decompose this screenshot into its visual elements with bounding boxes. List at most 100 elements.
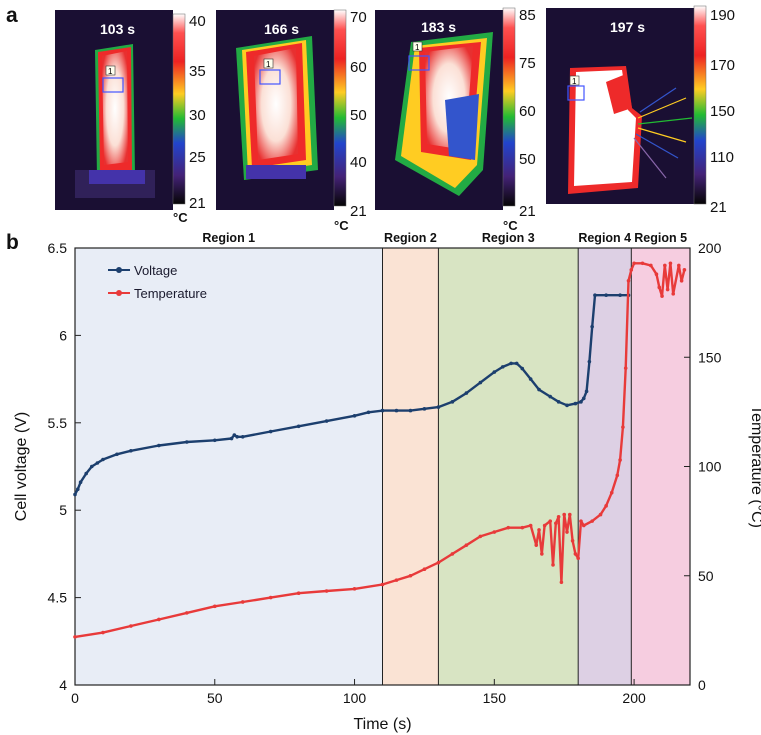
y-tick-label-4: 6	[59, 327, 67, 343]
series-point-voltage	[75, 487, 80, 492]
series-point-voltage	[573, 401, 578, 406]
series-point-voltage	[478, 380, 483, 385]
series-point-temperature	[212, 604, 217, 609]
marker-label-3: 1	[415, 43, 420, 52]
series-point-voltage	[436, 405, 441, 409]
region-band-1	[75, 248, 383, 685]
series-point-temperature	[626, 278, 631, 283]
series-point-temperature	[668, 261, 673, 266]
legend-marker-temperature	[116, 290, 122, 296]
chart-b: Region 1 Region 2 Region 3 Region 4 Region 5…	[13, 231, 761, 733]
region-label-5: Region 5	[634, 231, 687, 245]
series-point-temperature	[682, 268, 687, 272]
series-point-voltage	[593, 293, 597, 297]
series-point-temperature	[296, 591, 301, 596]
series-point-voltage	[464, 391, 469, 395]
series-point-voltage	[604, 293, 608, 297]
series-point-voltage	[366, 410, 371, 415]
thermal-image-4: 1 197 s	[546, 8, 694, 204]
y2-axis-title: Temperature (°C)	[748, 405, 761, 528]
series-point-temperature	[677, 263, 681, 268]
series-point-temperature	[422, 567, 427, 571]
series-point-temperature	[528, 523, 533, 528]
colorbar-3-tick-0: 85	[519, 7, 536, 24]
series-point-temperature	[615, 473, 620, 478]
series-point-voltage	[584, 389, 589, 394]
colorbar-1-unit: °C	[173, 210, 188, 225]
colorbar-4-tick-1: 170	[710, 57, 735, 74]
legend-marker-voltage	[116, 267, 122, 273]
series-point-temperature	[679, 278, 684, 283]
series-point-voltage	[581, 396, 586, 401]
legend-label-temperature: Temperature	[134, 286, 207, 301]
series-point-voltage	[324, 419, 329, 423]
colorbar-1-tick-3: 25	[189, 149, 206, 166]
series-point-voltage	[296, 424, 301, 429]
series-point-temperature	[551, 563, 555, 567]
y-tick-label-0: 4	[59, 677, 67, 693]
series-point-voltage	[235, 434, 239, 439]
series-point-voltage	[556, 400, 561, 404]
series-point-temperature	[537, 528, 541, 532]
series-point-temperature	[604, 504, 608, 508]
series-point-temperature	[540, 552, 544, 556]
series-point-voltage	[565, 403, 569, 408]
series-point-temperature	[559, 580, 564, 585]
series-point-voltage	[579, 400, 583, 404]
marker-label-1: 1	[108, 67, 113, 76]
x-tick-label-4: 200	[622, 690, 646, 706]
colorbar-3-tick-3: 50	[519, 151, 536, 168]
series-point-temperature	[618, 458, 622, 462]
series-point-voltage	[157, 443, 161, 448]
series-point-temperature	[436, 560, 441, 565]
series-point-temperature	[506, 525, 511, 530]
colorbar-2-tick-4: 21	[350, 203, 367, 220]
series-point-voltage	[394, 408, 399, 413]
series-point-temperature	[562, 512, 567, 517]
region-band-4	[578, 248, 632, 685]
y2-tick-label-0: 0	[698, 677, 706, 693]
series-point-voltage	[101, 457, 105, 462]
series-point-temperature	[464, 543, 469, 547]
marker-label-2: 1	[266, 60, 271, 69]
y-tick-label-2: 5	[59, 502, 67, 518]
y2-tick-label-2: 100	[698, 459, 722, 475]
x-axis-title: Time (s)	[353, 716, 411, 733]
series-point-temperature	[609, 490, 614, 495]
region-label-3: Region 3	[482, 231, 535, 245]
series-point-temperature	[576, 556, 580, 561]
series-point-temperature	[129, 624, 133, 628]
region-label-2: Region 2	[384, 231, 437, 245]
x-tick-label-2: 100	[343, 690, 367, 706]
colorbar-2-tick-3: 40	[350, 154, 367, 171]
series-point-voltage	[528, 377, 533, 381]
colorbar-2-tick-1: 60	[350, 59, 367, 76]
series-point-voltage	[84, 471, 88, 476]
thermal-image-1: 1 103 s	[55, 10, 173, 210]
series-point-temperature	[663, 263, 667, 268]
series-point-temperature	[671, 292, 676, 296]
colorbar-1-tick-2: 30	[189, 107, 206, 124]
series-point-voltage	[115, 452, 119, 457]
series-point-voltage	[537, 387, 541, 392]
series-point-voltage	[590, 324, 594, 329]
series-point-voltage	[408, 408, 413, 413]
colorbar-4-tick-0: 190	[710, 7, 735, 24]
series-point-voltage	[212, 438, 217, 443]
series-point-voltage	[129, 448, 133, 453]
series-point-voltage	[520, 366, 525, 371]
series-point-temperature	[554, 521, 558, 526]
thermal-time-label-1: 103 s	[100, 21, 135, 37]
series-point-temperature	[268, 595, 273, 600]
y-axis-title: Cell voltage (V)	[13, 412, 30, 521]
series-point-temperature	[649, 263, 653, 268]
series-point-voltage	[500, 365, 505, 369]
series-point-temperature	[598, 512, 603, 517]
colorbar-4: 190 170 150 110 21	[693, 5, 735, 216]
region-band-5	[631, 248, 690, 685]
series-point-temperature	[380, 582, 385, 587]
colorbar-2-tick-2: 50	[350, 107, 367, 124]
series-point-temperature	[352, 587, 357, 591]
series-point-temperature	[394, 578, 399, 582]
series-point-temperature	[570, 538, 575, 543]
